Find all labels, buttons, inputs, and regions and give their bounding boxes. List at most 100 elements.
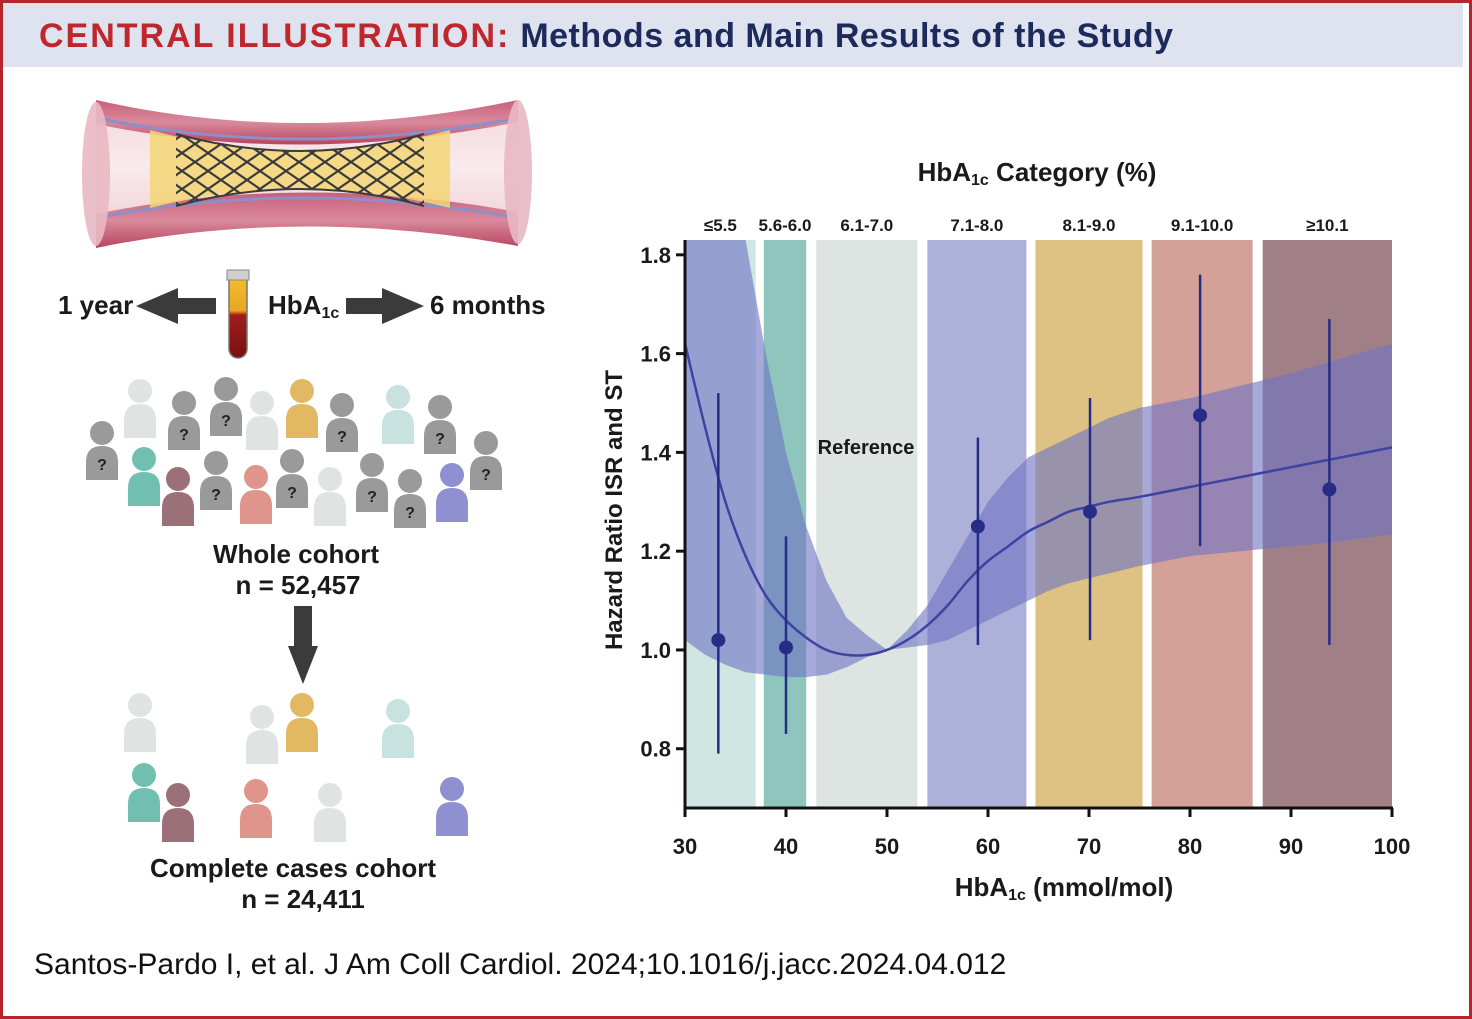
point-estimate	[970, 437, 985, 646]
estimate-dot	[1193, 408, 1208, 423]
point-estimate	[779, 536, 793, 734]
x-tick-label: 60	[976, 834, 1000, 859]
whole-cohort-people: ??????????	[86, 377, 502, 528]
person-icon: ?	[86, 421, 118, 480]
y-tick-label: 1.2	[640, 539, 671, 564]
y-tick-label: 1.8	[640, 243, 671, 268]
unknown-mark: ?	[287, 485, 297, 502]
unknown-mark: ?	[221, 413, 231, 430]
point-estimate	[711, 393, 726, 754]
methods-panel: 1 year HbA1c 6 months ?????????? Whole c…	[58, 100, 546, 914]
person-icon	[162, 467, 194, 526]
unknown-mark: ?	[337, 429, 347, 446]
person-icon	[436, 777, 468, 836]
category-label: 8.1-9.0	[1063, 216, 1116, 235]
one-year-label: 1 year	[58, 290, 133, 320]
unknown-mark: ?	[97, 457, 107, 474]
point-estimate	[1083, 398, 1098, 641]
person-icon	[240, 779, 272, 838]
category-label: ≥10.1	[1306, 216, 1348, 235]
chart-title: HbA1c Category (%)	[918, 157, 1157, 189]
y-tick-label: 0.8	[640, 737, 671, 762]
unknown-mark: ?	[211, 487, 221, 504]
person-icon	[124, 379, 156, 438]
hba1c-center-label: HbA1c	[268, 290, 339, 322]
person-icon: ?	[210, 377, 242, 436]
person-icon	[128, 447, 160, 506]
person-icon	[128, 763, 160, 822]
complete-cohort-title: Complete cases cohort	[150, 853, 436, 883]
unknown-mark: ?	[179, 427, 189, 444]
whole-cohort-title: Whole cohort	[213, 539, 379, 569]
reference-label: Reference	[818, 437, 915, 459]
whole-cohort-n: n = 52,457	[235, 570, 360, 600]
person-icon	[240, 465, 272, 524]
person-icon: ?	[276, 449, 308, 508]
person-icon	[162, 783, 194, 842]
down-arrow-icon	[288, 606, 318, 684]
hazard-ratio-chart: ≤5.5 5.6-6.0 6.1-7.0 7.1-8.0 8.1-9.0 9.1-10.0…	[601, 157, 1410, 904]
header-bar: CENTRAL ILLUSTRATION: Methods and Main R…	[3, 3, 1463, 67]
person-icon: ?	[168, 391, 200, 450]
person-icon	[314, 783, 346, 842]
spline-curve	[685, 343, 1392, 657]
unknown-mark: ?	[435, 431, 445, 448]
citation: Santos-Pardo I, et al. J Am Coll Cardiol…	[34, 948, 1007, 981]
person-icon	[286, 693, 318, 752]
person-icon	[286, 379, 318, 438]
x-tick-label: 90	[1279, 834, 1303, 859]
chart-axes: 30 40 50 60 70 80 90 100 0.8 1.0 1.2 1.4 1.6 1.8	[640, 240, 1410, 859]
unknown-mark: ?	[367, 489, 377, 506]
category-label: 5.6-6.0	[759, 216, 812, 235]
person-icon: ?	[424, 395, 456, 454]
person-icon	[382, 385, 414, 444]
right-arrow-icon	[346, 288, 424, 324]
person-icon: ?	[394, 469, 426, 528]
y-axis-label: Hazard Ratio ISR and ST	[601, 370, 628, 650]
x-tick-label: 100	[1374, 834, 1411, 859]
category-labels: ≤5.5 5.6-6.0 6.1-7.0 7.1-8.0 8.1-9.0 9.1-10.0…	[704, 216, 1349, 235]
estimate-dot	[1083, 504, 1098, 519]
illustration-title: Methods and Main Results of the Study	[520, 17, 1174, 55]
confidence-band	[685, 240, 1392, 678]
point-estimate	[1322, 319, 1337, 646]
x-tick-label: 50	[875, 834, 899, 859]
estimate-dot	[711, 633, 726, 648]
complete-cohort-n: n = 24,411	[241, 884, 365, 914]
illustration-label: CENTRAL ILLUSTRATION:	[39, 17, 511, 55]
person-icon	[124, 693, 156, 752]
category-label: 7.1-8.0	[950, 216, 1003, 235]
vessel-stent-icon	[82, 100, 532, 248]
y-tick-label: 1.6	[640, 342, 671, 367]
person-icon: ?	[356, 453, 388, 512]
point-estimates	[711, 274, 1337, 754]
category-label: 6.1-7.0	[840, 216, 893, 235]
person-icon	[436, 463, 468, 522]
blood-tube-icon	[226, 269, 250, 359]
y-tick-label: 1.0	[640, 638, 671, 663]
x-tick-label: 80	[1178, 834, 1202, 859]
category-label: ≤5.5	[704, 216, 737, 235]
person-icon: ?	[200, 451, 232, 510]
x-tick-label: 40	[774, 834, 798, 859]
six-months-label: 6 months	[430, 290, 546, 320]
person-icon: ?	[470, 431, 502, 490]
person-icon	[246, 391, 278, 450]
unknown-mark: ?	[405, 505, 415, 522]
person-icon	[382, 699, 414, 758]
complete-cohort-people	[124, 693, 468, 842]
category-band	[816, 240, 918, 808]
x-tick-label: 70	[1077, 834, 1101, 859]
person-icon	[314, 467, 346, 526]
person-icon	[246, 705, 278, 764]
left-arrow-icon	[136, 288, 216, 324]
estimate-dot	[779, 640, 793, 655]
x-axis-label: HbA1c (mmol/mol)	[955, 872, 1174, 904]
header-text: CENTRAL ILLUSTRATION: Methods and Main R…	[39, 17, 1174, 56]
point-estimate	[1193, 274, 1208, 547]
category-label: 9.1-10.0	[1171, 216, 1233, 235]
x-tick-label: 30	[673, 834, 697, 859]
estimate-dot	[1322, 482, 1337, 497]
estimate-dot	[970, 519, 985, 534]
unknown-mark: ?	[481, 467, 491, 484]
